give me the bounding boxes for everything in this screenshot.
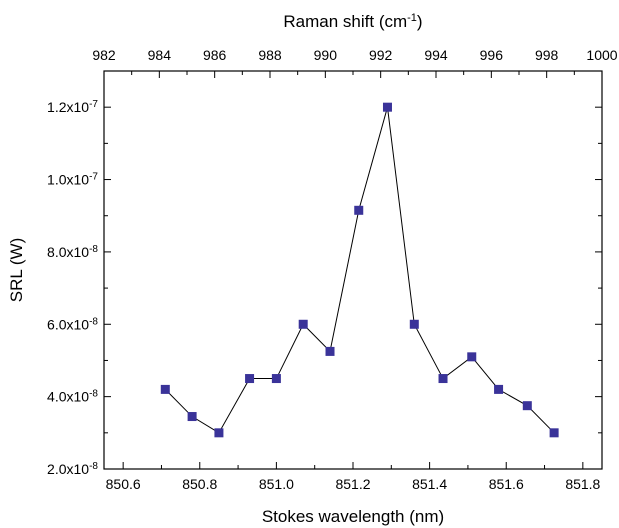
y-axis-title: SRL (W) — [7, 238, 26, 303]
x-tick-label: 850.6 — [106, 476, 141, 492]
series-line — [164, 107, 555, 434]
top-tick-label: 990 — [314, 47, 338, 63]
top-tick-label: 998 — [535, 47, 559, 63]
y-tick-label: 1.0x10-7 — [47, 171, 98, 188]
x-tick-label: 851.2 — [335, 476, 370, 492]
y-tick-label: 2.0x10-8 — [47, 461, 98, 478]
top-tick-label: 1000 — [586, 47, 617, 63]
y-tick-label: 6.0x10-8 — [47, 316, 98, 333]
data-point — [438, 374, 448, 384]
data-point — [549, 428, 559, 438]
y-tick-label: 1.2x10-7 — [47, 99, 98, 116]
plot-frame — [103, 70, 603, 470]
x-tick-label: 851.8 — [565, 476, 600, 492]
data-point — [494, 384, 504, 394]
x-tick-label: 851.0 — [259, 476, 294, 492]
data-point — [467, 352, 477, 362]
data-point — [187, 412, 197, 422]
x-axis-title: Stokes wavelength (nm) — [262, 507, 444, 526]
x-tick-label: 850.8 — [182, 476, 217, 492]
top-tick-label: 996 — [480, 47, 504, 63]
top-tick-label: 982 — [92, 47, 116, 63]
data-point — [522, 401, 532, 411]
top-tick-label: 992 — [369, 47, 393, 63]
top-tick-label: 988 — [258, 47, 282, 63]
data-point — [409, 319, 419, 329]
data-point — [354, 205, 364, 215]
top-tick-label: 994 — [424, 47, 448, 63]
data-point — [298, 319, 308, 329]
top-tick-label: 984 — [148, 47, 172, 63]
x-tick-label: 851.4 — [412, 476, 447, 492]
top-tick-label: 986 — [203, 47, 227, 63]
y-tick-label: 8.0x10-8 — [47, 243, 98, 260]
data-point — [214, 428, 224, 438]
data-point — [325, 346, 335, 356]
x-tick-label: 851.6 — [489, 476, 524, 492]
data-point — [160, 384, 170, 394]
data-point — [271, 374, 281, 384]
data-point — [382, 102, 392, 112]
top-axis-title: Raman shift (cm-1) — [283, 12, 422, 31]
data-point — [245, 374, 255, 384]
y-tick-label: 4.0x10-8 — [47, 388, 98, 405]
